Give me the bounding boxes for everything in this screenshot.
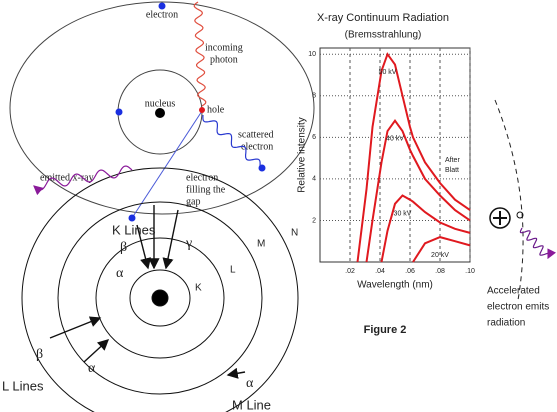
arrow — [162, 209, 179, 270]
electron — [516, 211, 524, 219]
label: scattered — [238, 129, 274, 140]
shell — [95, 237, 225, 359]
label: emitted x-ray — [40, 172, 94, 183]
x-tick-label: .10 — [465, 268, 475, 275]
line-label: β — [36, 347, 43, 362]
y-tick-label: 6 — [312, 134, 316, 141]
caption: Accelerated — [487, 286, 540, 297]
caption: M Line — [232, 397, 271, 412]
y-tick-label: 10 — [308, 51, 316, 58]
label: incoming — [205, 42, 243, 53]
series-line — [380, 194, 471, 263]
shell-label: L — [230, 265, 236, 276]
shell-label: N — [291, 228, 298, 239]
label: electron — [186, 172, 218, 183]
label: gap — [186, 196, 200, 207]
electron-dot — [258, 164, 266, 172]
x-axis-label: Wavelength (nm) — [357, 280, 433, 291]
outer-shell — [9, 1, 315, 215]
label: photon — [210, 54, 238, 65]
chart-subtitle: (Bremsstrahlung) — [345, 30, 422, 41]
x-tick-label: .08 — [435, 268, 445, 275]
line-label: α — [246, 376, 254, 391]
electron-dot — [115, 108, 123, 116]
line-label: α — [116, 266, 124, 281]
series-line — [365, 118, 471, 263]
figure-label: Figure 2 — [364, 324, 407, 336]
line-label: γ — [185, 236, 192, 251]
shell — [129, 269, 191, 327]
electron-dot — [128, 214, 136, 222]
y-tick-label: 8 — [312, 93, 316, 100]
chart-title: X-ray Continuum Radiation — [317, 12, 449, 24]
series-label: 30 kV — [394, 210, 412, 217]
label: electron — [146, 9, 178, 20]
arrow — [226, 367, 246, 379]
shell-labels: K L M N β γ α β α α L Lines M Line — [2, 228, 298, 412]
electron-dot — [158, 2, 166, 10]
shell-label: M — [257, 239, 265, 250]
label: nucleus — [145, 98, 176, 109]
x-tick-label: .04 — [375, 268, 385, 275]
series-label: 50 kV — [379, 69, 397, 76]
caption: radiation — [487, 318, 525, 329]
wave — [193, 1, 207, 107]
plot-area — [319, 47, 471, 263]
series-label: 40 kV — [386, 136, 404, 143]
wave — [519, 227, 557, 260]
trajectory — [494, 99, 524, 301]
wave — [202, 114, 261, 167]
caption: K Lines — [112, 222, 156, 237]
caption: electron emits — [487, 302, 549, 313]
arrow — [49, 316, 102, 339]
nucleus — [489, 207, 511, 229]
chart: X-ray Continuum Radiation (Bremsstrahlun… — [297, 12, 475, 336]
radiation-diagram: Accelerated electron emits radiation — [487, 99, 549, 329]
shell-diagram — [21, 167, 299, 412]
shell-label: K — [195, 283, 202, 294]
wave — [33, 165, 133, 196]
nucleus-dot — [151, 289, 169, 307]
x-tick-label: .06 — [405, 268, 415, 275]
plus — [493, 211, 507, 225]
line-label: α — [88, 361, 96, 376]
arrow — [136, 224, 151, 270]
line-label: β — [120, 240, 127, 255]
label: hole — [207, 104, 225, 115]
annotation: After — [445, 157, 460, 164]
series-line — [412, 236, 471, 263]
transition-arrows — [49, 205, 246, 379]
x-tick-label: .02 — [345, 268, 355, 275]
y-tick-label: 4 — [312, 176, 316, 183]
caption: L Lines — [2, 378, 44, 393]
shell — [57, 201, 263, 395]
shell — [21, 167, 299, 412]
y-tick-label: 2 — [312, 217, 316, 224]
nucleus-dot — [155, 108, 165, 118]
label: filling the — [186, 184, 226, 195]
atom-diagram: electron incoming photon nucleus hole sc… — [9, 1, 315, 237]
series-label: 20 kV — [431, 252, 449, 259]
series-line — [356, 52, 471, 263]
annotation: Blatt — [445, 167, 459, 174]
label: electron — [241, 141, 273, 152]
filling-path — [131, 110, 203, 219]
y-axis-label: Relative intensity — [297, 117, 308, 193]
hole-dot — [199, 107, 205, 113]
arrow — [83, 339, 110, 363]
